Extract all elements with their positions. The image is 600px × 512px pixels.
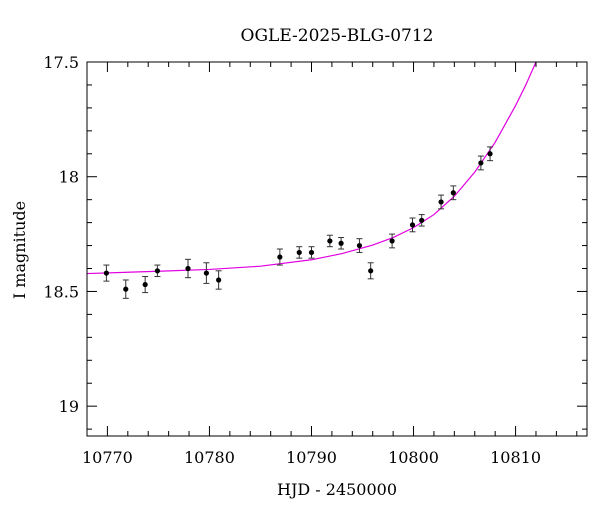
y-tick-label: 18 <box>59 168 79 187</box>
data-point-marker <box>204 270 209 275</box>
data-point-marker <box>338 241 343 246</box>
data-point <box>308 247 314 258</box>
data-point-marker <box>410 222 415 227</box>
data-point-marker <box>104 270 109 275</box>
data-point <box>203 263 209 284</box>
data-point-marker <box>419 218 424 223</box>
data-point <box>356 239 362 253</box>
data-point-marker <box>327 238 332 243</box>
data-point-marker <box>123 287 128 292</box>
data-point <box>338 238 344 249</box>
data-point-marker <box>390 238 395 243</box>
data-point-marker <box>155 268 160 273</box>
data-point-marker <box>297 250 302 255</box>
data-point-marker <box>216 277 221 282</box>
data-point-marker <box>309 250 314 255</box>
x-tick-label: 10770 <box>82 448 133 467</box>
data-point <box>142 277 148 293</box>
data-point <box>277 249 283 265</box>
data-point-marker <box>487 151 492 156</box>
data-point-marker <box>451 190 456 195</box>
x-tick-label: 10800 <box>388 448 439 467</box>
data-point-marker <box>357 243 362 248</box>
data-point-marker <box>438 199 443 204</box>
y-tick-label: 18.5 <box>43 282 79 301</box>
data-point-marker <box>478 160 483 165</box>
data-point <box>154 265 160 276</box>
data-point-marker <box>185 266 190 271</box>
data-point <box>103 265 109 281</box>
data-point <box>185 259 191 277</box>
x-tick-label: 10790 <box>286 448 337 467</box>
data-point-marker <box>143 282 148 287</box>
data-point-marker <box>277 254 282 259</box>
model-curve-layer <box>87 62 536 274</box>
data-point <box>296 247 302 258</box>
plot-frame <box>87 62 587 436</box>
y-tick-label: 17.5 <box>43 53 79 72</box>
data-point <box>327 235 333 246</box>
data-point <box>123 280 129 298</box>
x-axis-label: HJD - 2450000 <box>277 480 397 499</box>
x-tick-label: 10810 <box>490 448 541 467</box>
data-point <box>450 186 456 200</box>
x-tick-label: 10780 <box>184 448 235 467</box>
y-axis-label: I magnitude <box>10 201 29 299</box>
data-points-layer <box>103 147 493 298</box>
y-tick-label: 19 <box>59 397 79 416</box>
data-point <box>487 147 493 161</box>
data-point <box>389 234 395 248</box>
data-point <box>478 156 484 170</box>
data-point-marker <box>368 268 373 273</box>
model-curve <box>87 62 536 274</box>
data-point <box>368 263 374 279</box>
data-point <box>216 271 222 289</box>
axis-ticks-layer: 10770 10780 10790 10800 10810 17.5 18 18.5 19 <box>43 53 587 467</box>
chart-title: OGLE-2025-BLG-0712 <box>241 26 434 46</box>
